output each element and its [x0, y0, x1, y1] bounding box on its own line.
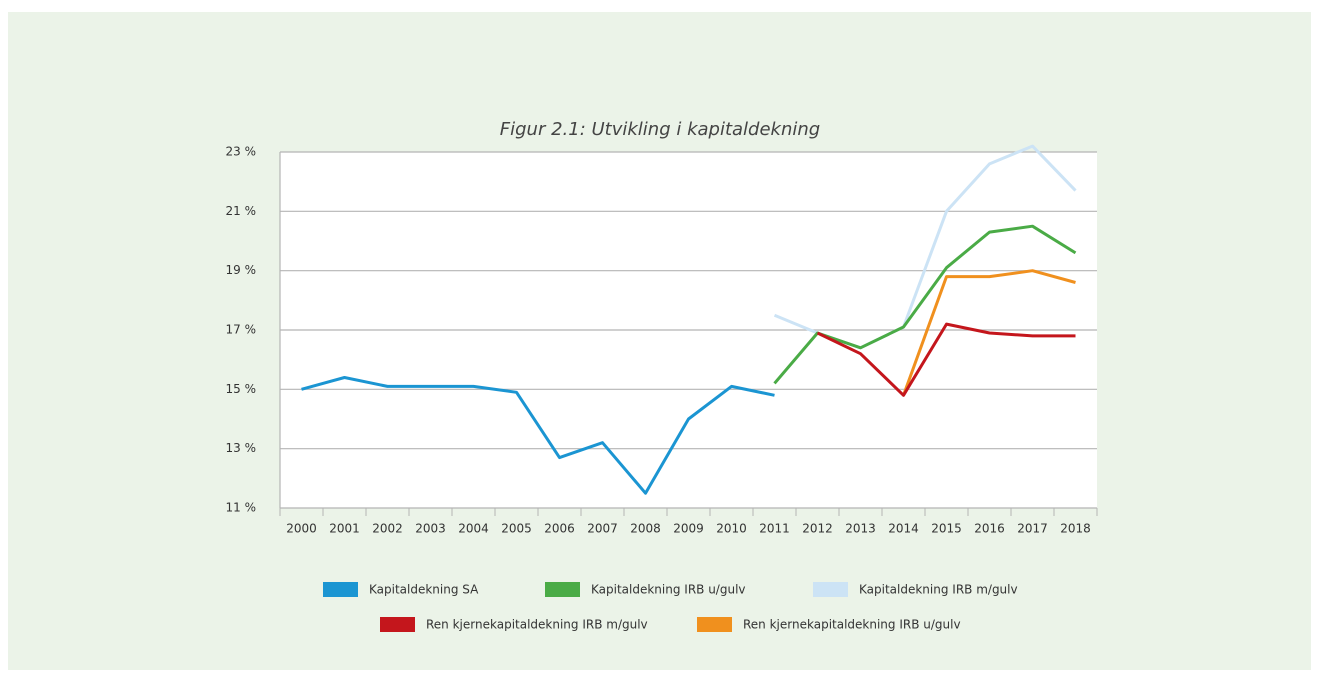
legend-label: Ren kjernekapitaldekning IRB m/gulv: [426, 618, 648, 632]
y-tick-label: 15 %: [226, 382, 257, 396]
x-tick-label: 2001: [329, 522, 360, 536]
legend-swatch: [697, 617, 732, 632]
x-tick-label: 2018: [1060, 522, 1091, 536]
legend-label: Kapitaldekning IRB u/gulv: [591, 583, 746, 597]
x-tick-label: 2012: [802, 522, 833, 536]
y-tick-label: 11 %: [226, 501, 257, 515]
x-tick-label: 2016: [974, 522, 1005, 536]
x-tick-label: 2014: [888, 522, 919, 536]
x-tick-label: 2004: [458, 522, 489, 536]
legend-label: Kapitaldekning SA: [369, 583, 479, 597]
x-tick-label: 2006: [544, 522, 575, 536]
x-tick-label: 2011: [759, 522, 790, 536]
x-tick-label: 2015: [931, 522, 962, 536]
series-line: [301, 376, 775, 495]
x-tick-label: 2009: [673, 522, 704, 536]
y-tick-label: 19 %: [226, 263, 257, 277]
y-tick-label: 23 %: [226, 145, 257, 159]
y-tick-label: 17 %: [226, 323, 257, 337]
legend-swatch: [380, 617, 415, 632]
y-tick-label: 13 %: [226, 441, 257, 455]
legend-label: Kapitaldekning IRB m/gulv: [859, 583, 1018, 597]
x-tick-label: 2000: [286, 522, 317, 536]
legend-label: Ren kjernekapitaldekning IRB u/gulv: [743, 618, 961, 632]
legend-swatch: [323, 582, 358, 597]
legend-swatch: [545, 582, 580, 597]
series-line: [902, 269, 1076, 396]
x-tick-label: 2010: [716, 522, 747, 536]
series-line: [816, 322, 1076, 397]
x-tick-label: 2002: [372, 522, 403, 536]
chart-title: Figur 2.1: Utvikling i kapitaldekning: [500, 119, 820, 140]
x-tick-label: 2003: [415, 522, 446, 536]
x-tick-label: 2007: [587, 522, 618, 536]
x-tick-label: 2013: [845, 522, 876, 536]
x-tick-label: 2005: [501, 522, 532, 536]
y-tick-label: 21 %: [226, 204, 257, 218]
x-tick-label: 2017: [1017, 522, 1048, 536]
x-tick-label: 2008: [630, 522, 661, 536]
legend-swatch: [813, 582, 848, 597]
